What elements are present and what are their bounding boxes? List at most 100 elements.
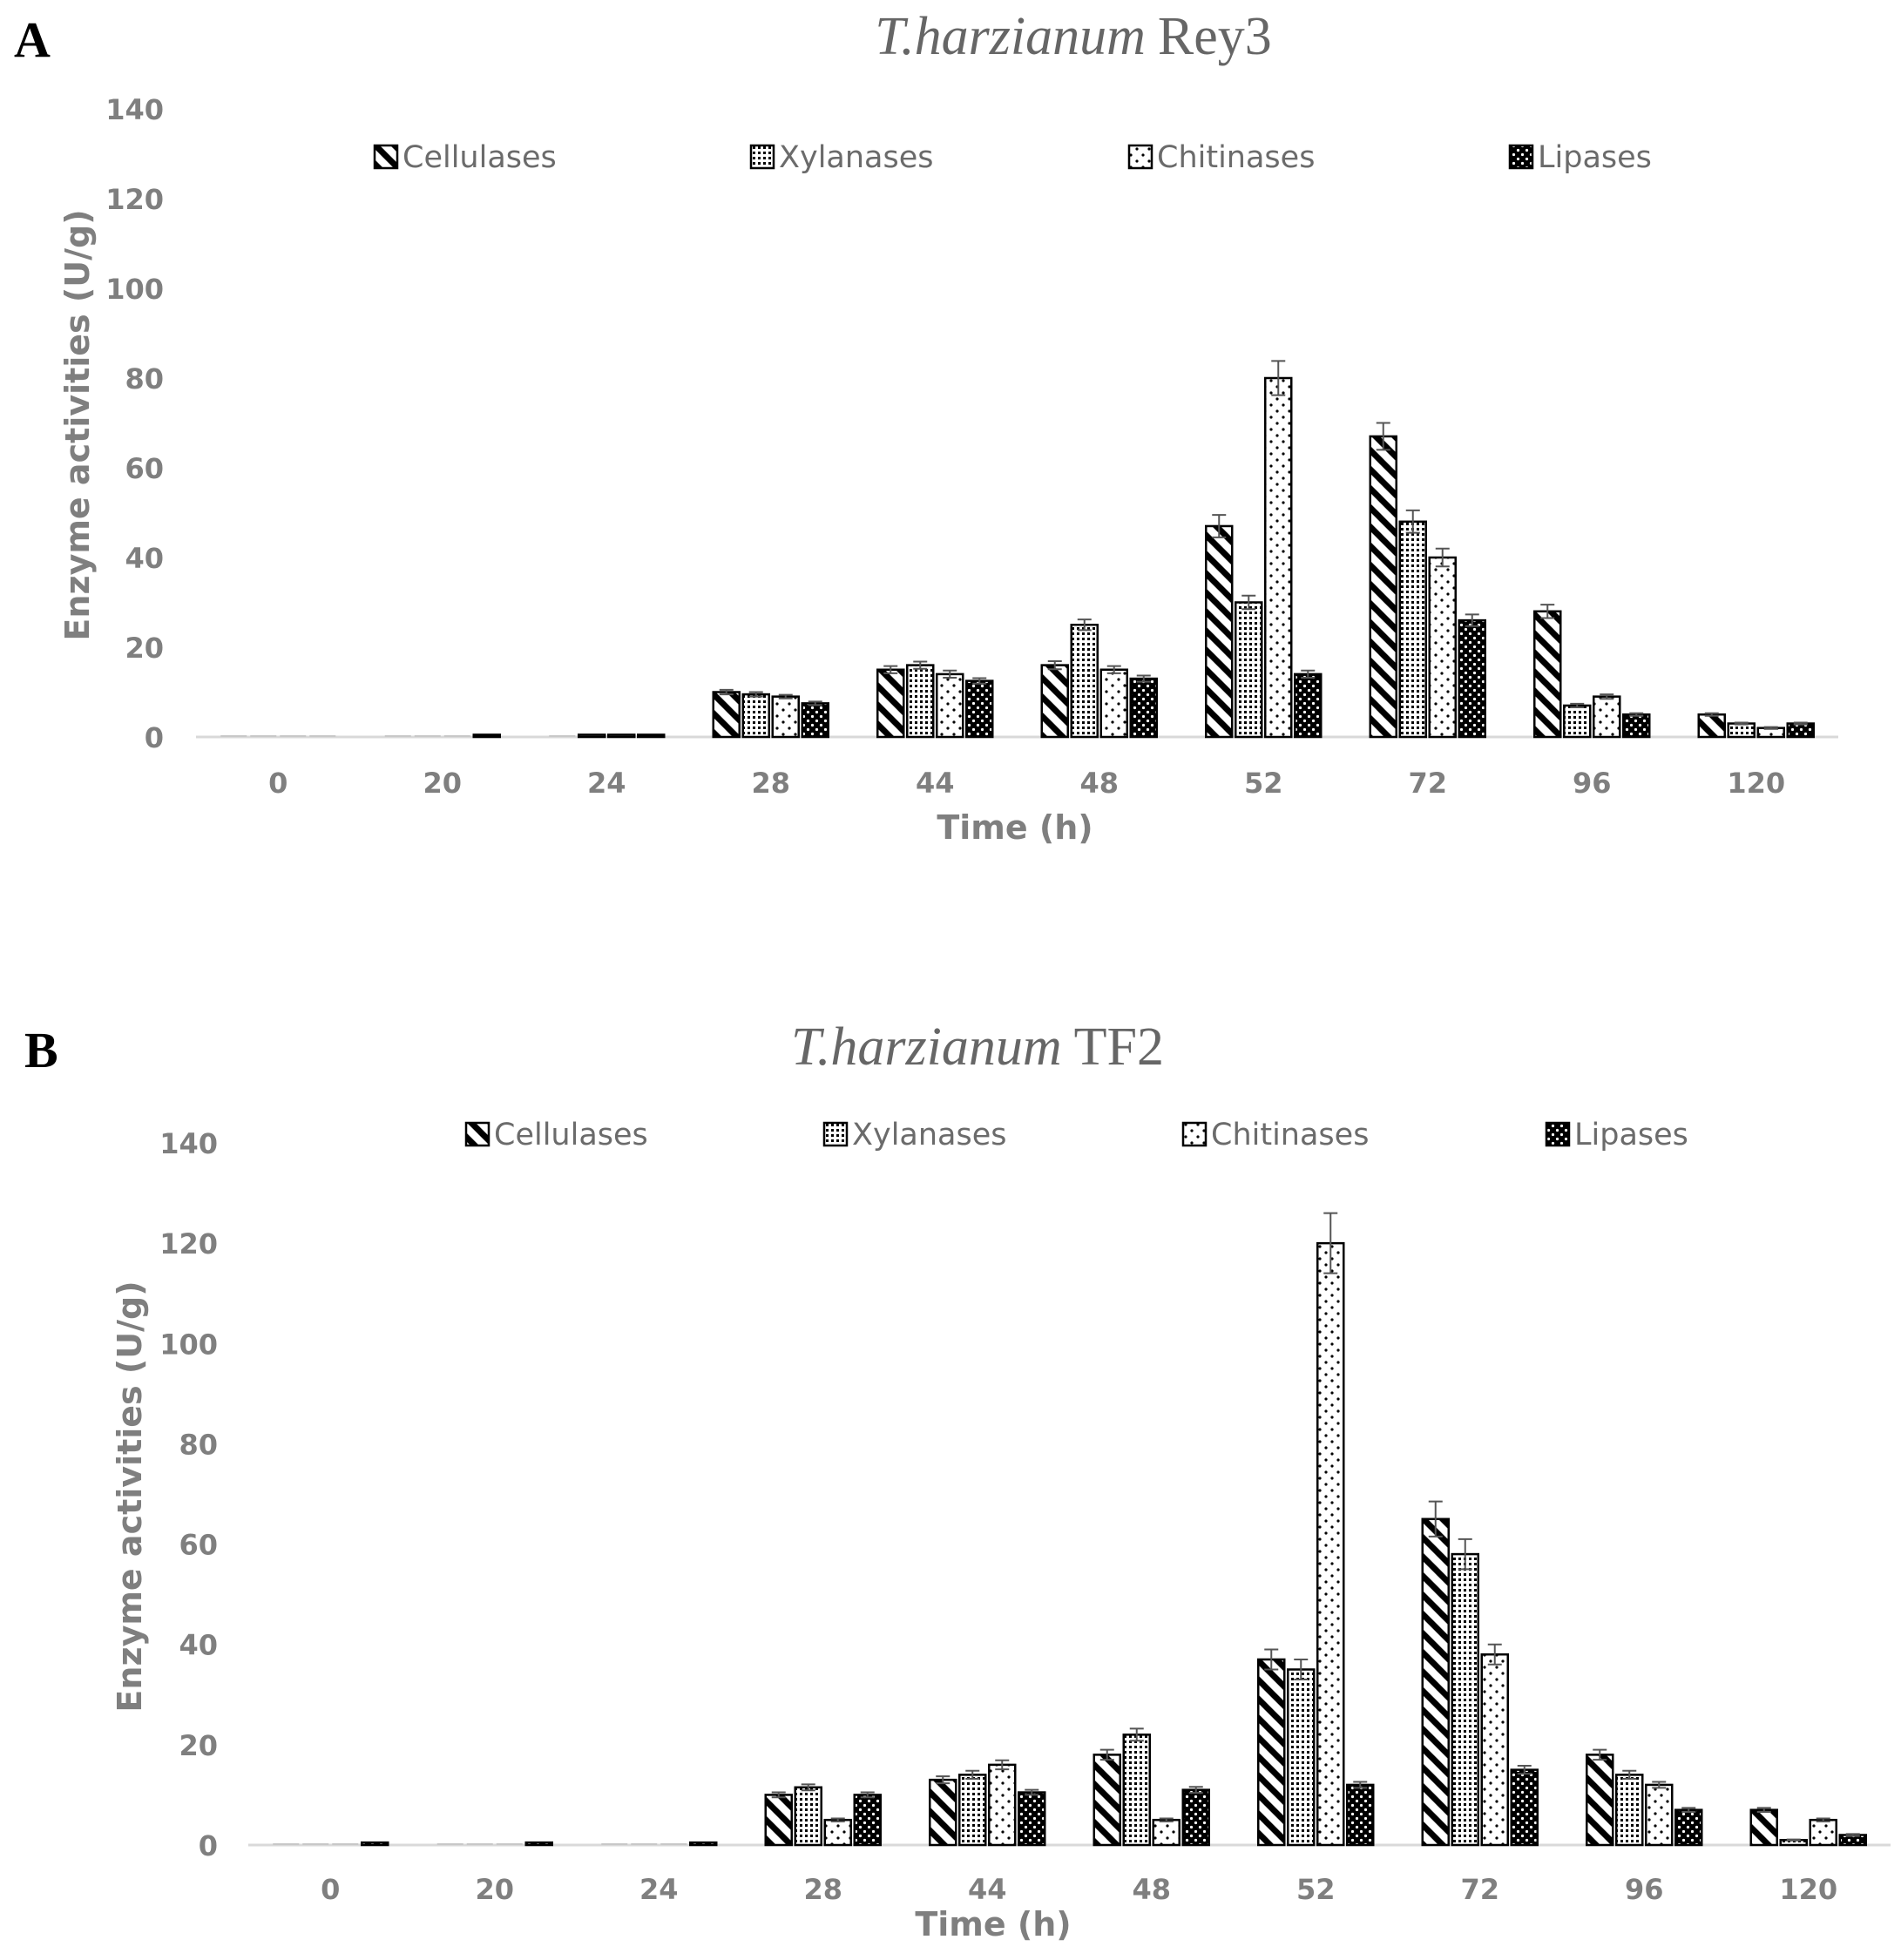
legend-item: Cellulases [464,1118,648,1152]
bar [1181,1788,1210,1847]
bar [1533,610,1562,739]
x-axis: 0 20 24 28 44 48 52 72 96 120 [268,767,1785,800]
error-bar [1517,1765,1532,1775]
legend-label: Lipases [1538,140,1652,175]
bar [220,735,247,737]
legend-label: Cellulases [494,1118,648,1152]
legend-label: Chitinases [1157,140,1315,175]
bars [273,1212,1867,1847]
error-bar [1756,1807,1771,1814]
bar [1480,1652,1509,1847]
error-bar [860,1791,875,1799]
bar [1645,1783,1674,1847]
bar [1316,1241,1345,1847]
error-bar [1540,604,1555,619]
legend-item: Lipases [1545,1118,1688,1152]
bar [660,1843,687,1845]
error-bar [1136,674,1151,683]
bar [637,733,666,739]
bar [936,672,964,739]
bar [1018,1791,1046,1847]
error-bar [1301,669,1316,679]
legend-item: Cellulases [373,140,557,175]
bar [496,1843,523,1845]
error-bar [771,1791,786,1799]
chart-title-strain: TF2 [1074,1017,1164,1077]
x-tick-label: 44 [916,767,955,800]
y-axis-title: Enzyme activities (U/g) [58,209,97,640]
y-tick-label: 20 [125,632,164,665]
error-bar [1353,1781,1368,1789]
error-bar [1428,1500,1443,1538]
x-tick-label: 52 [1296,1873,1336,1906]
legend-swatch [822,1121,849,1147]
legend: Cellulases Xylanases Chitinases Lipases [464,1118,1688,1152]
error-bar [1212,514,1227,538]
bar [466,1843,493,1845]
x-axis-title: Time (h) [937,808,1093,847]
error-bar [1106,665,1121,674]
bar [1398,520,1427,739]
error-bar [1159,1817,1174,1822]
error-bar [1435,547,1450,568]
x-tick-label: 28 [751,767,790,800]
x-tick-label: 52 [1244,767,1283,800]
y-tick-label: 100 [105,273,164,306]
bar [302,1843,329,1845]
legend-swatch [1127,144,1153,170]
bar [823,1818,852,1847]
error-bar [748,691,763,698]
bar [1451,1552,1479,1847]
y-tick-label: 120 [105,183,164,216]
y-tick-label: 60 [179,1529,218,1562]
bar [764,1794,793,1847]
x-tick-label: 72 [1408,767,1447,800]
bar [631,1843,658,1845]
bar [1369,435,1397,739]
legend-label: Xylanases [779,140,934,175]
bar [472,733,501,739]
error-bar [1294,1658,1309,1681]
y-tick-label: 80 [179,1428,218,1461]
x-tick-label: 28 [803,1873,842,1906]
y-tick-label: 40 [125,542,164,575]
error-bar [1845,1833,1860,1837]
x-axis: 0 20 24 28 44 48 52 72 96 120 [321,1873,1837,1906]
y-axis-title: Enzyme activities (U/g) [111,1281,149,1712]
bar [280,735,307,737]
error-bar [1487,1643,1502,1666]
panel-label: A [14,11,51,68]
bar [1510,1768,1539,1847]
bar [1593,695,1621,739]
bar [1809,1818,1837,1847]
bar [771,695,800,739]
bar [1428,556,1457,739]
chart-panel-a: A T.harzianum Rey3 Enzyme activities (U/g… [14,7,1838,847]
legend-swatch [464,1121,490,1147]
legend-swatch [373,144,399,170]
error-bar [883,665,898,674]
y-axis: 0 20 40 60 80 100 120 140 [159,1127,218,1862]
error-bar [1458,1538,1472,1571]
bar [1727,722,1756,739]
bar [549,735,576,737]
x-tick-label: 120 [1727,767,1785,800]
y-tick-label: 40 [179,1629,218,1662]
error-bar [972,677,987,685]
bar [1093,1754,1121,1847]
legend-label: Chitinases [1211,1118,1369,1152]
error-bar [1241,594,1256,611]
x-tick-label: 24 [587,767,626,800]
y-tick-label: 0 [199,1829,218,1862]
x-tick-label: 24 [639,1873,679,1906]
y-tick-label: 60 [125,452,164,485]
bar [607,733,636,739]
error-bar [1622,1769,1637,1781]
x-tick-label: 96 [1573,767,1612,800]
bar [1674,1808,1703,1847]
bar [361,1841,389,1847]
bar [1040,664,1069,739]
error-bar [1025,1788,1039,1796]
x-tick-label: 120 [1779,1873,1837,1906]
